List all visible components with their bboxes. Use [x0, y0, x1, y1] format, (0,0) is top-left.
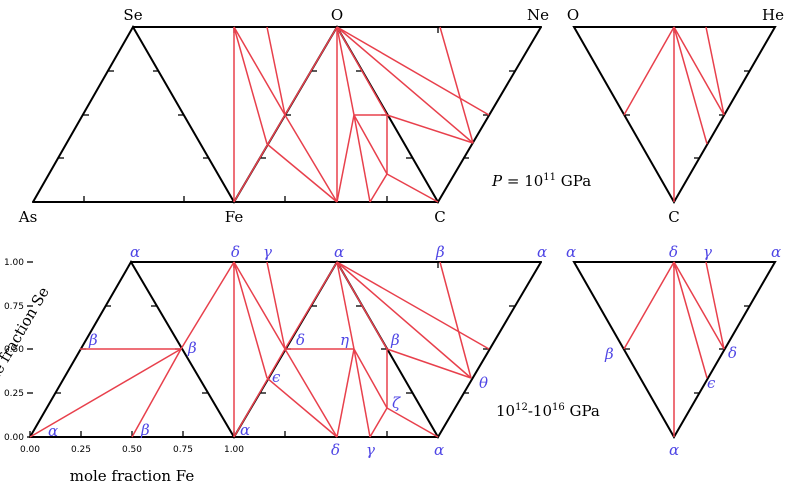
- phase-label-delta: δ: [296, 331, 305, 349]
- phase-label-beta: β: [604, 345, 614, 363]
- x-tick-label: 0.75: [173, 445, 193, 455]
- phase-label-zeta: ζ: [392, 394, 401, 412]
- phase-label-gamma: γ: [703, 243, 712, 261]
- y-tick-label: 0.75: [4, 302, 24, 312]
- vertex-label-he: He: [762, 6, 784, 24]
- top-vertex-labels: Se O Ne O He As Fe C C: [18, 6, 784, 226]
- phase-label-beta: β: [390, 331, 400, 349]
- vertex-label-o-right: O: [567, 6, 579, 24]
- vertex-label-c-right: C: [668, 208, 679, 226]
- phase-label-alpha: α: [240, 421, 250, 439]
- bottom-pressure-label: 1012-1016 GPa: [496, 402, 600, 420]
- vertex-label-ne: Ne: [527, 6, 549, 24]
- phase-label-alpha: α: [771, 243, 781, 261]
- top-pressure-label: P = 1011 GPa: [491, 172, 591, 190]
- vertex-label-c: C: [434, 208, 445, 226]
- y-tick-label: 0.25: [4, 389, 24, 399]
- y-tick-label: 1.00: [4, 258, 24, 268]
- y-tick-label: 0.00: [4, 433, 24, 443]
- phase-label-delta: δ: [231, 243, 240, 261]
- phase-label-alpha: α: [537, 243, 547, 261]
- phase-label-epsilon: ϵ: [272, 368, 281, 386]
- phase-label-alpha: α: [669, 441, 679, 459]
- phase-label-gamma: γ: [263, 243, 272, 261]
- x-tick-label: 0.00: [20, 445, 40, 455]
- x-tick-label: 0.50: [122, 445, 142, 455]
- x-tick-label: 0.25: [71, 445, 91, 455]
- bottom-phase-labels: α δ γ α β α α δ γ α β β δ η β ζ θ ϵ ϵ δ …: [48, 243, 781, 459]
- vertex-label-as: As: [18, 208, 38, 226]
- phase-label-alpha: α: [434, 441, 444, 459]
- phase-label-delta: δ: [728, 344, 737, 362]
- phase-label-epsilon: ϵ: [707, 374, 716, 392]
- top-diagram-frame: [32, 24, 777, 205]
- phase-label-gamma: γ: [366, 441, 375, 459]
- bottom-axis-ticks: 1.00 0.75 0.50 0.25 0.00 0.00 0.25 0.50 …: [4, 258, 244, 455]
- phase-label-beta: β: [435, 243, 445, 261]
- x-axis-label: mole fraction Fe: [70, 467, 195, 485]
- phase-label-beta: β: [140, 421, 150, 439]
- phase-label-beta: β: [187, 339, 197, 357]
- phase-label-alpha: α: [334, 243, 344, 261]
- phase-label-alpha: α: [48, 422, 58, 440]
- phase-label-theta: θ: [479, 374, 488, 392]
- vertex-label-fe: Fe: [225, 208, 244, 226]
- vertex-label-o: O: [331, 6, 343, 24]
- phase-label-beta: β: [88, 331, 98, 349]
- bottom-tie-lines: [29, 261, 725, 438]
- y-tick-label: 0.50: [4, 345, 24, 355]
- phase-label-eta: η: [340, 331, 349, 349]
- top-diagram-ticks: [58, 27, 750, 202]
- top-tie-lines: [233, 26, 725, 203]
- phase-label-delta: δ: [669, 243, 678, 261]
- phase-label-alpha: α: [130, 243, 140, 261]
- phase-label-alpha: α: [566, 243, 576, 261]
- vertex-label-se: Se: [123, 6, 142, 24]
- x-tick-label: 1.00: [224, 445, 244, 455]
- phase-label-delta: δ: [331, 441, 340, 459]
